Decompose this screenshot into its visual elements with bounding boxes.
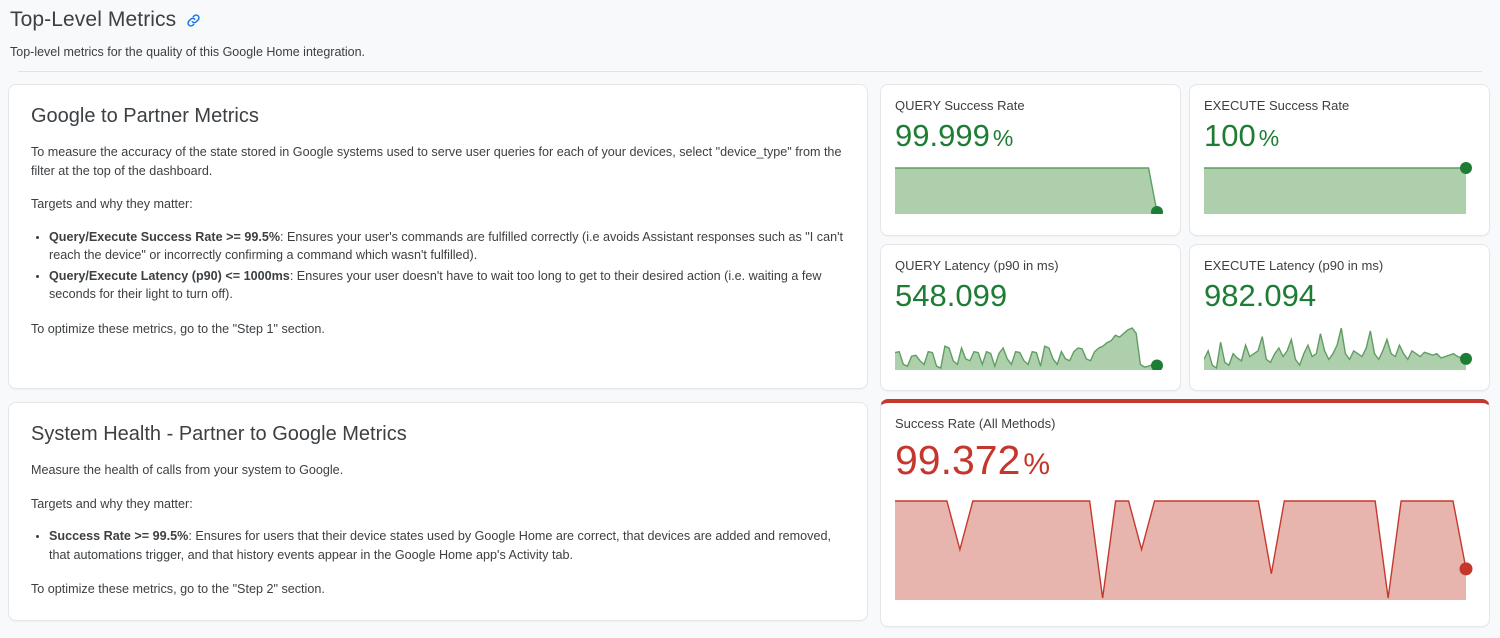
panel-footer: To optimize these metrics, go to the "St… (31, 582, 325, 596)
scorecard-value: 982.094 (1204, 276, 1475, 318)
bullet-rest: : Ensures your user doesn't have to wait… (49, 268, 822, 302)
scorecard-number: 100 (1204, 118, 1256, 153)
panel-bullet-list: Query/Execute Success Rate >= 99.5%: Ens… (31, 228, 845, 304)
scorecard-value: 100% (1204, 116, 1475, 158)
scorecard-number: 99.372 (895, 437, 1021, 483)
scorecard-value: 99.372% (895, 434, 1475, 491)
sparkline-success-rate-all-methods (895, 495, 1475, 600)
scorecard-number: 99.999 (895, 118, 990, 153)
scorecard-value: 548.099 (895, 276, 1166, 318)
bullet-bold: Query/Execute Success Rate >= 99.5% (49, 229, 281, 244)
panel-title: System Health - Partner to Google Metric… (31, 423, 407, 445)
panel-bullet-list: Success Rate >= 99.5%: Ensures for users… (31, 527, 845, 564)
sparkline-query-success-rate (895, 162, 1166, 214)
dashboard-board: Google to Partner Metrics To measure the… (0, 72, 1500, 627)
sparkline-execute-latency (1204, 322, 1475, 370)
scorecard-label: EXECUTE Latency (p90 in ms) (1204, 258, 1384, 273)
list-item: Success Rate >= 99.5%: Ensures for users… (49, 527, 845, 564)
panel-intro: Measure the health of calls from your sy… (31, 463, 344, 477)
scorecard-row-success-rates: QUERY Success Rate 99.999% EXECUTE Succe… (880, 84, 1490, 236)
scorecard-label: Success Rate (All Methods) (895, 416, 1056, 431)
scorecard-number: 982.094 (1204, 278, 1317, 313)
panel-system-health: System Health - Partner to Google Metric… (8, 402, 868, 621)
scorecard-query-success-rate[interactable]: QUERY Success Rate 99.999% (880, 84, 1181, 236)
scorecard-label: QUERY Success Rate (895, 98, 1025, 113)
scorecard-execute-latency[interactable]: EXECUTE Latency (p90 in ms) 982.094 (1189, 244, 1490, 391)
panel-intro: To measure the accuracy of the state sto… (31, 145, 842, 178)
list-item: Query/Execute Success Rate >= 99.5%: Ens… (49, 228, 845, 265)
panel-google-to-partner-metrics: Google to Partner Metrics To measure the… (8, 84, 868, 389)
scorecard-value: 99.999% (895, 116, 1166, 158)
right-column: QUERY Success Rate 99.999% EXECUTE Succe… (880, 84, 1490, 627)
bullet-bold: Success Rate >= 99.5% (49, 529, 189, 543)
page-header: Top-Level Metrics Top-level metrics for … (0, 0, 1500, 72)
scorecard-row-all-methods: Success Rate (All Methods) 99.372% (880, 399, 1490, 627)
scorecard-success-rate-all-methods[interactable]: Success Rate (All Methods) 99.372% (880, 399, 1490, 627)
link-icon[interactable] (185, 12, 202, 29)
scorecard-execute-success-rate[interactable]: EXECUTE Success Rate 100% (1189, 84, 1490, 236)
list-item: Query/Execute Latency (p90) <= 1000ms: E… (49, 267, 845, 304)
page-subtitle: Top-level metrics for the quality of thi… (10, 45, 366, 59)
scorecard-unit: % (992, 125, 1014, 151)
scorecard-unit: % (1258, 125, 1280, 151)
sparkline-query-latency (895, 322, 1166, 370)
panel-title: Google to Partner Metrics (31, 105, 259, 127)
sparkline-execute-success-rate (1204, 162, 1475, 214)
scorecard-number: 548.099 (895, 278, 1008, 313)
bullet-rest: : Ensures for users that their device st… (49, 529, 831, 562)
panel-targets-label: Targets and why they matter: (31, 197, 193, 211)
header-title-row: Top-Level Metrics (10, 6, 1490, 34)
scorecard-query-latency[interactable]: QUERY Latency (p90 in ms) 548.099 (880, 244, 1181, 391)
bullet-rest: : Ensures your user's commands are fulfi… (49, 229, 843, 263)
left-column: Google to Partner Metrics To measure the… (8, 84, 868, 621)
scorecard-label: EXECUTE Success Rate (1204, 98, 1350, 113)
scorecard-unit: % (1023, 448, 1051, 481)
panel-targets-label: Targets and why they matter: (31, 496, 193, 511)
scorecard-label: QUERY Latency (p90 in ms) (895, 258, 1059, 273)
scorecard-row-latencies: QUERY Latency (p90 in ms) 548.099 EXECUT… (880, 244, 1490, 391)
page-title: Top-Level Metrics (10, 8, 177, 31)
header-divider (18, 71, 1482, 72)
bullet-bold: Query/Execute Latency (p90) <= 1000ms (49, 268, 290, 283)
panel-footer: To optimize these metrics, go to the "St… (31, 321, 325, 336)
